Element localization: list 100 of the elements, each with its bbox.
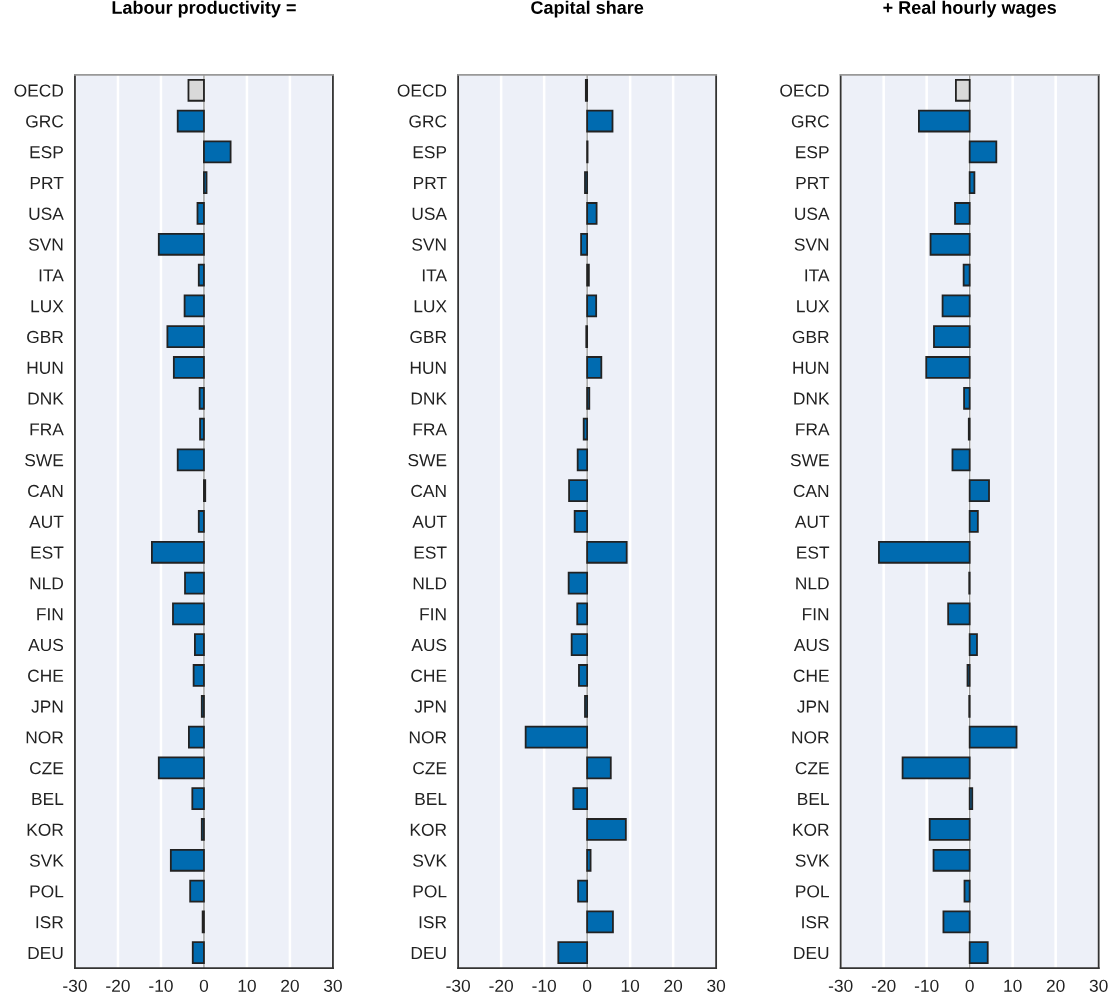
y-tick-label: GRC	[791, 115, 829, 128]
x-tick-label: 30	[1089, 979, 1108, 992]
bar	[580, 232, 589, 256]
x-tick-label: -10	[532, 979, 557, 992]
y-tick-label: OECD	[14, 84, 64, 97]
y-tick-label: GRC	[26, 115, 64, 128]
y-tick-label: FRA	[413, 423, 447, 436]
y-tick-label: AUT	[29, 515, 64, 528]
bar	[968, 787, 974, 811]
y-tick-label: EST	[414, 546, 447, 559]
y-tick-label: CZE	[413, 762, 447, 775]
bar	[183, 294, 205, 318]
bar	[954, 202, 971, 225]
y-tick-label: SVK	[795, 854, 830, 867]
y-tick-label: FIN	[803, 608, 829, 621]
bar	[176, 109, 205, 133]
chart-title: Labour productivity =	[112, 0, 296, 18]
y-tick-label: FRA	[30, 423, 64, 436]
bar	[200, 694, 205, 718]
y-tick-label: BEL	[32, 793, 64, 805]
y-tick-label: DEU	[28, 947, 63, 960]
bar	[962, 263, 971, 287]
bar	[176, 448, 205, 472]
bar	[570, 633, 589, 657]
x-tick-label: -30	[63, 979, 87, 992]
x-tick-label: -20	[871, 979, 896, 992]
y-tick-label: AUS	[793, 638, 829, 652]
bar	[584, 171, 589, 195]
x-tick-label: 0	[582, 979, 592, 992]
bar	[878, 540, 971, 564]
bar	[929, 232, 971, 256]
bar	[586, 848, 592, 872]
y-tick-label: EST	[797, 546, 830, 559]
y-tick-label: ITA	[805, 269, 830, 282]
y-tick-label: CAN	[793, 484, 829, 498]
y-tick-label: SWE	[408, 454, 447, 467]
bar	[578, 664, 589, 687]
y-tick-label: POL	[30, 885, 64, 898]
x-tick-label: -30	[828, 979, 853, 992]
bar	[582, 417, 589, 441]
bar	[187, 78, 205, 102]
y-tick-label: NOR	[26, 731, 64, 744]
bar	[203, 171, 208, 195]
bar	[172, 602, 205, 626]
bar	[200, 818, 205, 841]
bar	[191, 787, 205, 811]
y-tick-label: CZE	[30, 762, 64, 775]
y-tick-label: SVN	[28, 238, 63, 251]
bar	[586, 386, 591, 410]
bar	[968, 479, 990, 503]
y-tick-label: ESP	[413, 146, 447, 159]
y-tick-label: NLD	[30, 577, 64, 590]
y-tick-label: PRT	[30, 177, 64, 189]
y-tick-label: NOR	[409, 731, 447, 744]
bar	[187, 725, 205, 749]
bar	[197, 263, 205, 287]
y-tick-label: POL	[796, 885, 829, 898]
bar	[567, 571, 589, 595]
y-tick-label: NOR	[792, 731, 829, 744]
x-tick-label: 0	[965, 979, 974, 992]
y-tick-label: OECD	[780, 84, 829, 97]
y-tick-label: USA	[29, 207, 64, 220]
y-tick-label: CAN	[411, 484, 446, 498]
y-tick-label: FRA	[796, 423, 830, 436]
y-tick-label: DNK	[28, 392, 64, 405]
y-tick-label: GBR	[410, 330, 447, 344]
bar	[963, 879, 971, 903]
y-tick-label: ESP	[796, 146, 829, 159]
bar	[586, 294, 598, 318]
bar	[191, 941, 205, 965]
bar	[963, 386, 971, 410]
bar	[968, 941, 989, 965]
x-tick-label: -10	[914, 979, 939, 992]
bar	[198, 386, 205, 410]
y-tick-label: ISR	[802, 916, 829, 929]
bar	[928, 818, 971, 841]
chart-title: + Real hourly wages	[883, 0, 1056, 18]
bar	[573, 510, 589, 533]
y-tick-label: DEU	[794, 947, 829, 960]
x-tick-label: 30	[707, 979, 726, 992]
bar	[933, 325, 971, 349]
x-tick-label: 20	[281, 979, 299, 992]
y-tick-label: ISR	[419, 916, 447, 929]
chart-title: Capital share	[531, 0, 644, 18]
y-tick-label: NLD	[413, 577, 447, 590]
y-tick-label: CHE	[793, 669, 829, 682]
bar	[197, 510, 205, 533]
y-tick-label: JPN	[797, 700, 829, 713]
y-tick-label: POL	[413, 885, 447, 898]
bar	[568, 479, 589, 503]
x-tick-label: 20	[1046, 979, 1065, 992]
y-tick-label: KOR	[793, 823, 829, 836]
y-tick-label: HUN	[410, 361, 446, 374]
bar	[199, 417, 205, 441]
bar	[942, 910, 971, 934]
y-tick-label: CAN	[28, 484, 63, 498]
y-tick-label: BEL	[798, 793, 829, 805]
bar	[189, 879, 205, 903]
y-tick-label: PRT	[796, 177, 830, 189]
y-tick-label: SWE	[790, 454, 829, 467]
